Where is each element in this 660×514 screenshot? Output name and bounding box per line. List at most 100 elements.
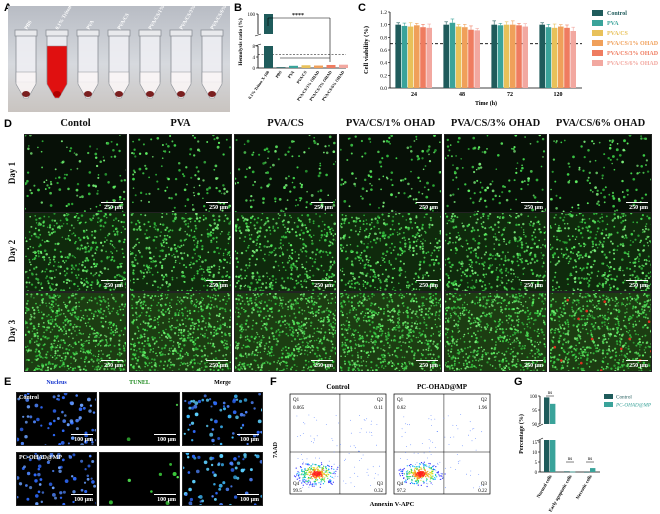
quadrant-value: 99.5: [293, 489, 302, 494]
event-dot: [315, 457, 316, 459]
event-dot: [316, 466, 318, 468]
bar: [276, 67, 286, 68]
event-dot: [318, 457, 320, 459]
event-dot: [322, 476, 324, 478]
y-tick-label: 1.0: [380, 23, 387, 29]
live-dead-micrograph: 250 μm: [234, 134, 337, 214]
x-tick-label: 72: [507, 92, 513, 98]
cell-field: [340, 213, 441, 291]
event-dot: [406, 459, 408, 460]
x-axis-label: Annexin V-APC: [370, 501, 415, 508]
event-dot: [413, 475, 415, 477]
event-dot: [415, 476, 417, 478]
bar: [395, 24, 401, 89]
tube-label: PVA/CS/6% OHAD: [210, 6, 230, 31]
legend-swatch: [604, 402, 613, 407]
event-dot: [399, 473, 401, 475]
event-dot: [415, 464, 416, 465]
event-dot: [375, 473, 376, 474]
y-axis-label: 7AAD: [273, 441, 279, 458]
event-dot: [327, 470, 329, 472]
bar-upper: [550, 403, 556, 424]
flow-plot: Control Q1 0.065 Q2 0.11 Q4 99.5 Q3 0.32: [289, 383, 387, 495]
scale-bar: [237, 493, 259, 495]
event-dot: [426, 471, 428, 473]
event-dot: [302, 478, 304, 480]
scale-label: 250 μm: [629, 283, 648, 289]
event-dot: [426, 478, 428, 480]
event-dot: [304, 469, 307, 471]
event-dot: [299, 435, 301, 437]
event-dot: [443, 477, 444, 479]
event-dot: [479, 486, 480, 488]
tube-cap: [138, 29, 162, 37]
cell-field: [108, 462, 179, 505]
event-dot: [322, 467, 324, 469]
event-dot: [401, 470, 403, 472]
event-dot: [413, 466, 415, 468]
event-dot: [323, 479, 325, 481]
quadrant-label: Q2: [377, 398, 384, 403]
significance-label: ns: [548, 391, 553, 396]
event-dot: [319, 473, 321, 475]
event-dot: [421, 468, 423, 470]
event-dot: [439, 479, 441, 480]
event-dot: [320, 474, 322, 476]
event-dot: [323, 473, 325, 475]
event-dot: [320, 479, 322, 481]
event-dot: [418, 465, 420, 467]
live-dead-micrograph: 250 μm: [234, 212, 337, 292]
event-dot: [350, 445, 351, 447]
event-dot: [457, 461, 459, 463]
event-dot: [331, 438, 333, 439]
event-dot: [428, 462, 430, 465]
event-dot: [300, 474, 302, 476]
event-dot: [402, 469, 404, 471]
y-tick-label: 0.6: [380, 48, 387, 54]
event-dot: [298, 472, 300, 474]
event-dot: [366, 418, 368, 420]
scale-bar: [101, 359, 123, 361]
event-dot: [411, 481, 413, 483]
cell-field: [340, 135, 441, 213]
bar: [590, 468, 596, 472]
event-dot: [429, 451, 431, 453]
bar: [468, 29, 474, 88]
bar: [570, 31, 576, 88]
event-dot: [309, 472, 311, 474]
event-dot: [309, 470, 311, 472]
event-dot: [473, 487, 474, 489]
event-dot: [314, 483, 316, 485]
event-dot: [410, 476, 412, 478]
event-dot: [405, 452, 407, 453]
event-dot: [310, 465, 312, 467]
y-tick-label: 0.0: [380, 86, 387, 92]
cell-pellet: [115, 91, 123, 97]
bar: [401, 25, 408, 88]
bar: [443, 24, 449, 89]
event-dot: [318, 475, 320, 477]
event-dot: [329, 480, 331, 482]
event-dot: [440, 478, 442, 480]
event-dot: [315, 473, 317, 475]
panel-label-d: D: [4, 118, 12, 130]
bar: [474, 30, 480, 88]
cell-field: [445, 293, 546, 371]
event-dot: [429, 467, 431, 469]
scale-bar: [311, 279, 333, 281]
event-dot: [444, 436, 446, 438]
bar: [339, 64, 348, 68]
event-dot: [334, 475, 336, 477]
event-dot: [400, 470, 402, 472]
event-dot: [447, 415, 449, 417]
scale-bar: [206, 279, 228, 281]
event-dot: [440, 475, 442, 477]
event-dot: [409, 424, 410, 426]
event-dot: [371, 420, 372, 422]
event-dot: [314, 472, 316, 474]
event-dot: [308, 414, 310, 416]
event-dot: [411, 478, 413, 481]
event-dot: [333, 463, 335, 465]
event-dot: [350, 419, 351, 421]
event-dot: [303, 474, 305, 476]
